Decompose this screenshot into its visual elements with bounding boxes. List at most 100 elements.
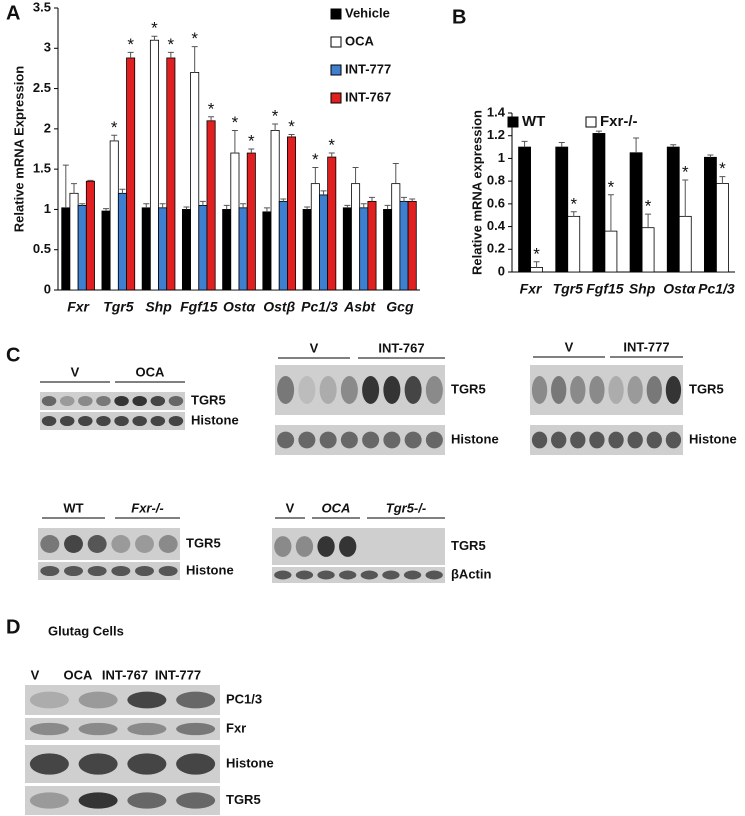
bar [166, 57, 176, 291]
significance-mark: * [208, 99, 215, 118]
bar [206, 120, 216, 291]
x-tick-label: Ostβ [263, 299, 295, 315]
y-tick-label: 0.8 [487, 173, 505, 188]
band-label: Histone [191, 412, 239, 427]
significance-mark: * [719, 159, 726, 178]
band-label: Histone [226, 755, 274, 770]
blot-band [589, 376, 605, 404]
error-bar [368, 196, 375, 202]
bar [222, 209, 232, 291]
blot-band [627, 376, 643, 404]
blot-band [274, 570, 292, 580]
bar [101, 210, 111, 291]
blot-band [383, 431, 401, 449]
error-bar [71, 183, 78, 194]
band-label: βActin [451, 566, 491, 581]
bar [555, 146, 569, 273]
bar [198, 204, 208, 291]
blot-band [78, 722, 118, 736]
error-bar [263, 207, 270, 212]
error-bar [682, 179, 689, 217]
legend-label: Vehicle [345, 5, 390, 20]
group-label: V [565, 339, 574, 354]
y-tick-label: 0 [44, 281, 51, 296]
blot-strip [272, 567, 445, 583]
blot-strip [38, 528, 180, 560]
significance-mark: * [151, 19, 158, 38]
blot-band [168, 395, 184, 407]
blot-band [340, 376, 358, 404]
bar [641, 227, 655, 273]
blot-band [29, 792, 69, 809]
x-tick-label: Asbt [343, 299, 376, 315]
error-bar [595, 130, 602, 134]
blot-band [295, 570, 314, 580]
blot-band [360, 570, 378, 580]
error-bar [280, 198, 287, 202]
bar [327, 156, 337, 291]
blot-band [132, 395, 147, 407]
blot-band [362, 376, 380, 404]
significance-mark: * [608, 177, 615, 196]
blot-band [158, 565, 178, 577]
group-label: WT [63, 500, 83, 515]
blot-band [665, 376, 682, 404]
panel-label: A [6, 2, 20, 24]
bar [518, 146, 531, 273]
bar [604, 230, 618, 273]
blot-band [627, 431, 643, 449]
blot-band [114, 415, 129, 427]
y-tick-label: 2 [44, 120, 51, 135]
lane-label: V [31, 667, 40, 682]
x-tick-label: Pc1/3 [698, 281, 735, 297]
lane-label: INT-777 [155, 667, 201, 682]
significance-mark: * [533, 244, 540, 263]
blot-band [150, 395, 166, 407]
error-bar [240, 203, 247, 208]
blot-band [404, 431, 422, 449]
bar [158, 207, 168, 291]
blot-band [40, 565, 60, 577]
significance-mark: * [312, 150, 319, 169]
blot-band [274, 536, 292, 557]
error-bar [320, 190, 327, 195]
error-bar [191, 46, 198, 73]
blot-band [96, 395, 111, 407]
blot-band [135, 535, 154, 553]
band-label: TGR5 [186, 535, 221, 550]
group-label: INT-767 [378, 340, 424, 355]
band-label: TGR5 [689, 381, 724, 396]
error-bar [670, 144, 677, 148]
bar [141, 207, 151, 291]
blot-strip [40, 392, 185, 410]
x-tick-label: Tgr5 [103, 299, 134, 315]
bar [109, 140, 119, 291]
legend-label: INT-777 [345, 61, 391, 76]
y-axis-label: Relative mRNA Expression [11, 66, 26, 232]
error-bar [111, 134, 118, 141]
blot-band [176, 722, 216, 736]
blot-band [41, 415, 57, 427]
error-bar [645, 213, 652, 228]
bar [117, 192, 127, 291]
blot-band [59, 395, 75, 407]
legend-label: Fxr-/- [600, 113, 638, 130]
legend-swatch [330, 36, 342, 48]
error-bar [633, 137, 640, 153]
group-label: V [286, 500, 295, 515]
blot-band [298, 431, 316, 449]
blot-band [425, 376, 443, 404]
blot-band [317, 536, 335, 557]
error-bar [143, 203, 150, 208]
error-bar [384, 204, 391, 210]
blot-strip [272, 528, 445, 565]
x-tick-label: Fgf15 [180, 299, 218, 315]
blot-band [29, 753, 69, 775]
blot-band [340, 431, 358, 449]
band-label: Histone [689, 431, 737, 446]
y-tick-label: 0.4 [487, 218, 506, 233]
blot-band [383, 376, 401, 404]
error-bar [400, 196, 407, 202]
y-tick-label: 0 [498, 263, 505, 278]
bar [716, 183, 729, 273]
